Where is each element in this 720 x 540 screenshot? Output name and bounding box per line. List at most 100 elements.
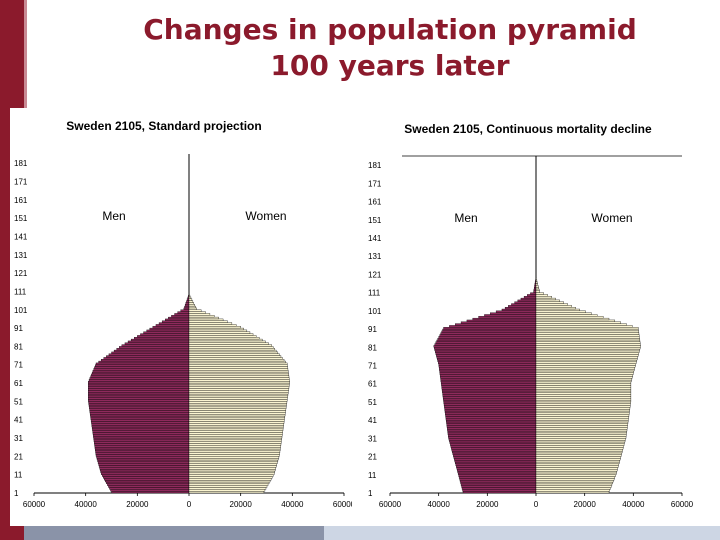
age-tick-label: 61 — [14, 379, 23, 388]
men-bar — [462, 491, 537, 494]
men-bar — [106, 355, 190, 358]
pyramid-continuous-mortality-decline: Sweden 2105, Continuous mortality declin… — [368, 122, 694, 509]
age-tick-label: 171 — [368, 179, 382, 188]
women-bar — [188, 384, 290, 387]
women-label: Women — [591, 211, 632, 225]
men-bar — [439, 374, 537, 377]
women-bar — [188, 397, 288, 400]
women-bar — [535, 303, 568, 306]
women-bar — [535, 425, 628, 428]
men-bar — [454, 458, 537, 461]
men-bar — [443, 398, 537, 401]
age-tick-label: 91 — [14, 324, 23, 333]
women-bar — [535, 388, 632, 392]
men-bar — [88, 392, 190, 395]
women-bar — [535, 432, 627, 435]
women-bar — [535, 319, 616, 322]
women-bar — [535, 423, 628, 426]
men-bar — [458, 476, 537, 479]
women-bar — [535, 308, 580, 312]
men-bar — [183, 307, 190, 310]
slide-title-line-2: 100 years later — [270, 49, 510, 82]
age-tick-label: 131 — [368, 252, 382, 261]
men-bar — [504, 307, 537, 310]
men-bar — [440, 376, 537, 379]
women-bar — [188, 348, 275, 351]
men-bar — [440, 378, 537, 381]
women-bar — [535, 483, 613, 486]
men-bar — [91, 421, 190, 424]
women-bar — [535, 327, 639, 330]
women-bar — [535, 374, 634, 377]
women-bar — [188, 465, 277, 468]
men-bar — [89, 410, 190, 413]
men-bar — [89, 406, 190, 409]
men-bar — [460, 483, 537, 486]
women-bar — [188, 315, 215, 318]
men-bar — [441, 383, 537, 386]
age-tick-label: 131 — [14, 251, 28, 260]
women-bar — [535, 352, 639, 355]
men-bar — [108, 353, 190, 356]
men-bar — [441, 388, 537, 392]
age-tick-label: 51 — [14, 397, 23, 406]
women-bar — [535, 381, 632, 384]
age-tick-label: 31 — [368, 434, 377, 443]
women-bar — [535, 452, 622, 455]
men-bar — [108, 485, 190, 488]
women-bar — [535, 465, 619, 468]
men-bar — [149, 327, 190, 331]
women-bar — [188, 408, 287, 411]
women-bar — [535, 472, 617, 475]
x-tick-label: 60000 — [333, 500, 352, 509]
men-bar — [88, 384, 190, 387]
men-bar — [88, 397, 190, 400]
women-bar — [188, 320, 228, 323]
women-bar — [188, 404, 287, 408]
men-bar — [91, 425, 190, 428]
women-bar — [535, 321, 621, 324]
women-bar — [535, 436, 627, 439]
women-bar — [535, 458, 621, 461]
women-bar — [535, 461, 620, 465]
age-tick-label: 151 — [368, 216, 382, 225]
men-bar — [97, 459, 190, 463]
men-bar — [459, 478, 537, 481]
women-bar — [535, 312, 592, 315]
women-bar — [188, 393, 289, 397]
women-bar — [188, 346, 274, 349]
men-bar — [436, 339, 537, 342]
men-bar — [441, 385, 537, 388]
women-bar — [188, 329, 248, 332]
women-bar — [535, 358, 638, 361]
men-bar — [439, 368, 537, 372]
x-tick-label: 20000 — [126, 500, 149, 509]
men-bar — [88, 393, 190, 397]
men-bar — [100, 359, 190, 362]
women-bar — [535, 405, 631, 408]
men-bar — [534, 286, 537, 290]
women-bar — [188, 355, 282, 358]
men-bar — [514, 301, 537, 304]
men-bar — [119, 346, 190, 349]
women-bar — [535, 463, 619, 466]
women-bar — [535, 354, 639, 357]
men-bar — [109, 487, 190, 490]
women-bar — [535, 328, 639, 332]
men-bar — [93, 368, 190, 371]
women-bar — [535, 334, 640, 337]
men-bar — [158, 322, 190, 325]
men-bar — [93, 439, 190, 442]
men-bar — [517, 299, 537, 302]
men-bar — [447, 432, 537, 435]
women-bar — [188, 434, 283, 437]
men-bar — [434, 343, 537, 346]
men-bar — [111, 351, 190, 354]
women-bar — [535, 305, 572, 308]
age-tick-label: 81 — [14, 342, 23, 351]
men-bar — [91, 423, 190, 426]
men-bar — [187, 296, 190, 299]
men-bar — [93, 437, 190, 441]
men-bar — [171, 315, 190, 318]
men-bar — [459, 480, 537, 483]
